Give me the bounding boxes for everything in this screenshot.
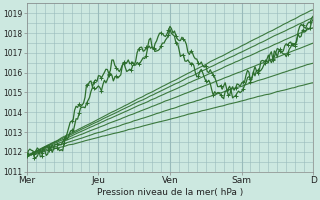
X-axis label: Pression niveau de la mer( hPa ): Pression niveau de la mer( hPa ) xyxy=(97,188,243,197)
